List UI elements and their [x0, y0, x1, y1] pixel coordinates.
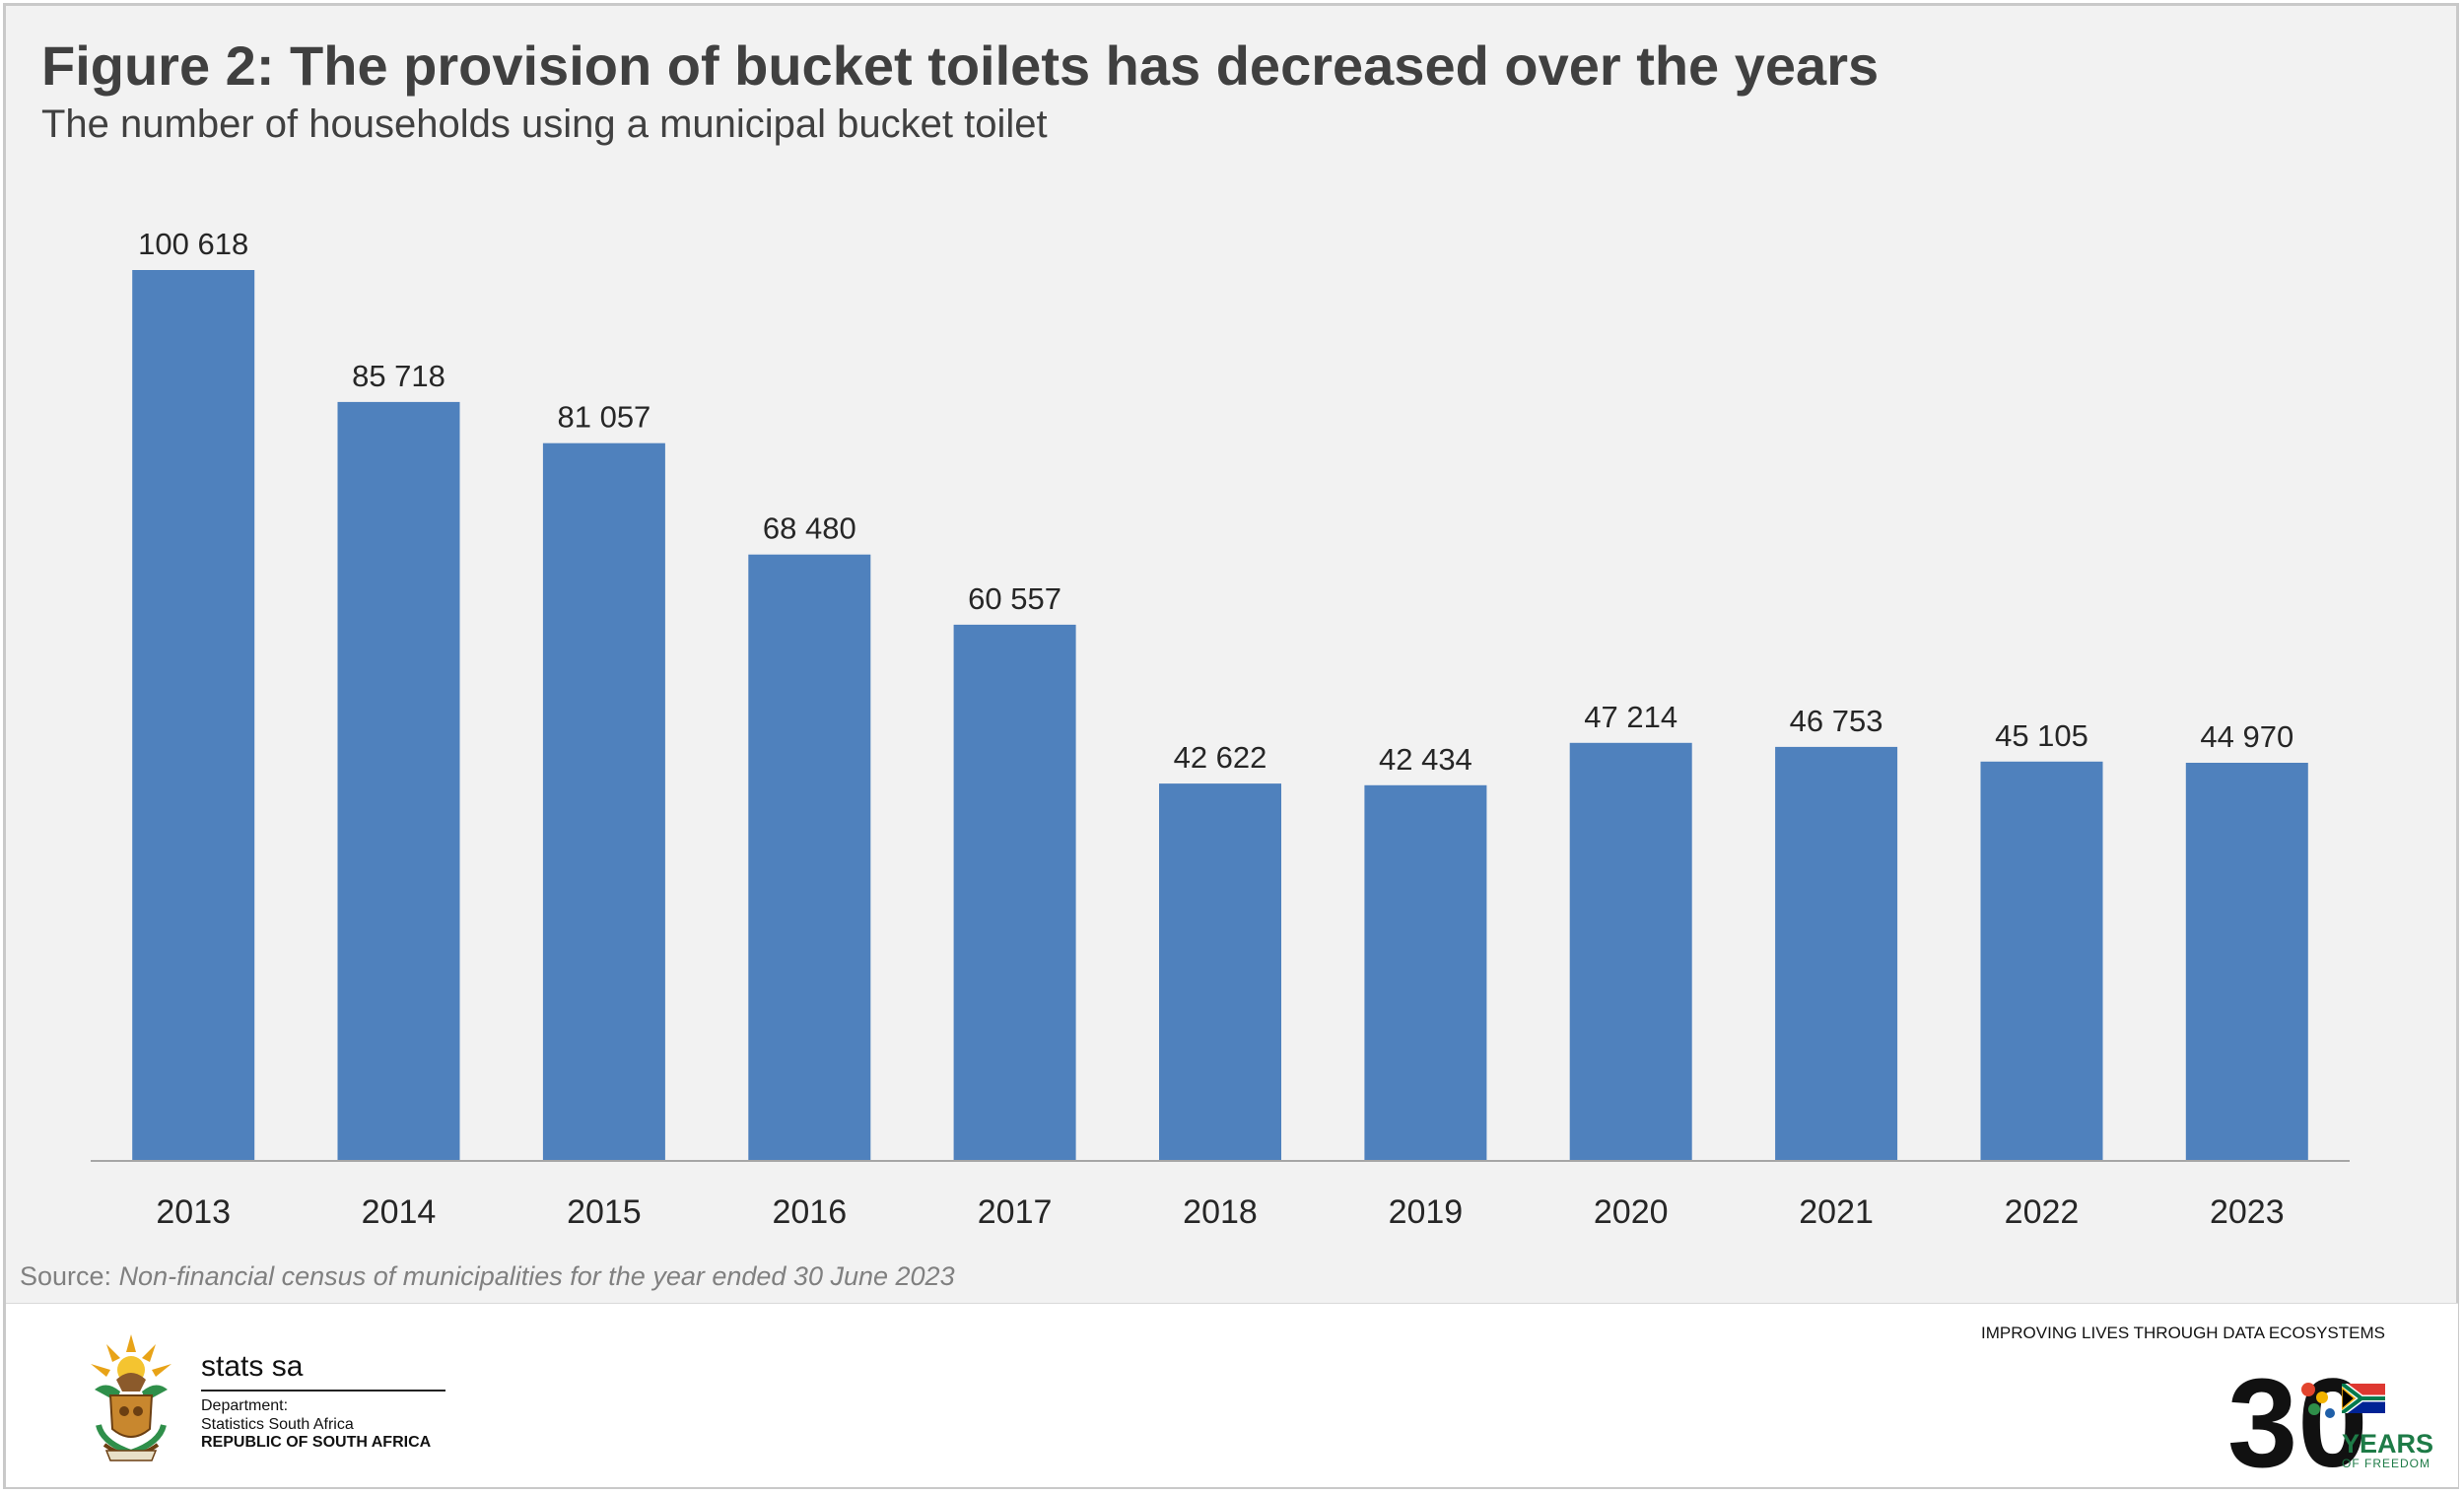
- labels-group: 100 618 2013 85 718 2014 81 057 2015 68 480 201…: [138, 227, 2293, 1231]
- data-label-2015: 81 057: [557, 400, 650, 435]
- bar-2015: [542, 442, 665, 1161]
- data-label-2018: 42 622: [1174, 740, 1267, 775]
- x-tick-label-2018: 2018: [1183, 1193, 1258, 1231]
- department-name: Statistics South Africa: [201, 1416, 354, 1433]
- data-label-2020: 47 214: [1584, 700, 1677, 734]
- anniversary-sub: OF FREEDOM: [2342, 1457, 2430, 1470]
- source-note: Source: Non-financial census of municipa…: [20, 1261, 955, 1292]
- x-tick-label-2016: 2016: [772, 1193, 847, 1231]
- data-label-2022: 45 105: [1995, 718, 2088, 753]
- org-name: stats sa: [201, 1350, 304, 1383]
- x-tick-label-2023: 2023: [2210, 1193, 2285, 1231]
- x-tick-label-2013: 2013: [156, 1193, 231, 1231]
- data-label-2014: 85 718: [352, 359, 445, 393]
- chart-subtitle: The number of households using a municip…: [41, 102, 1048, 146]
- source-text: Non-financial census of municipalities f…: [118, 1261, 955, 1291]
- bar-chart: 100 618 2013 85 718 2014 81 057 2015 68 480 201…: [91, 227, 2350, 1231]
- x-tick-label-2022: 2022: [2005, 1193, 2080, 1231]
- bar-2016: [748, 554, 871, 1161]
- x-tick-label-2021: 2021: [1799, 1193, 1874, 1231]
- anniversary-logo: 30: [2227, 1353, 2367, 1486]
- x-tick-label-2014: 2014: [362, 1193, 437, 1231]
- x-tick-label-2020: 2020: [1594, 1193, 1669, 1231]
- data-label-2016: 68 480: [763, 511, 856, 546]
- anniversary-years: YEARS: [2342, 1429, 2434, 1459]
- bars-group: [132, 270, 2308, 1161]
- x-tick-label-2019: 2019: [1389, 1193, 1464, 1231]
- chart-title: Figure 2: The provision of bucket toilet…: [41, 34, 1880, 97]
- x-tick-label-2017: 2017: [978, 1193, 1053, 1231]
- republic-label: REPUBLIC OF SOUTH AFRICA: [201, 1434, 432, 1451]
- footer-band: [6, 1303, 2458, 1487]
- bar-2014: [337, 401, 460, 1161]
- coat-of-arms-icon: [91, 1334, 171, 1461]
- data-label-2019: 42 434: [1379, 742, 1472, 777]
- data-label-2017: 60 557: [968, 581, 1061, 616]
- x-tick-label-2015: 2015: [567, 1193, 642, 1231]
- source-prefix: Source:: [20, 1261, 119, 1291]
- south-africa-flag-icon: [2342, 1384, 2385, 1413]
- bar-2021: [1775, 746, 1898, 1161]
- bar-2018: [1159, 783, 1281, 1161]
- bar-2023: [2185, 763, 2308, 1161]
- bar-2013: [132, 270, 255, 1161]
- data-label-2013: 100 618: [138, 227, 248, 261]
- bar-2017: [953, 624, 1076, 1161]
- bar-2022: [1980, 761, 2103, 1161]
- footer-tagline: IMPROVING LIVES THROUGH DATA ECOSYSTEMS: [1981, 1324, 2385, 1342]
- bar-2020: [1569, 742, 1692, 1161]
- data-label-2021: 46 753: [1790, 704, 1883, 738]
- data-label-2023: 44 970: [2200, 719, 2293, 754]
- org-name-rule: [201, 1390, 445, 1392]
- department-label: Department:: [201, 1397, 289, 1414]
- anniversary-number: 30: [2227, 1353, 2367, 1486]
- bar-2019: [1364, 784, 1487, 1161]
